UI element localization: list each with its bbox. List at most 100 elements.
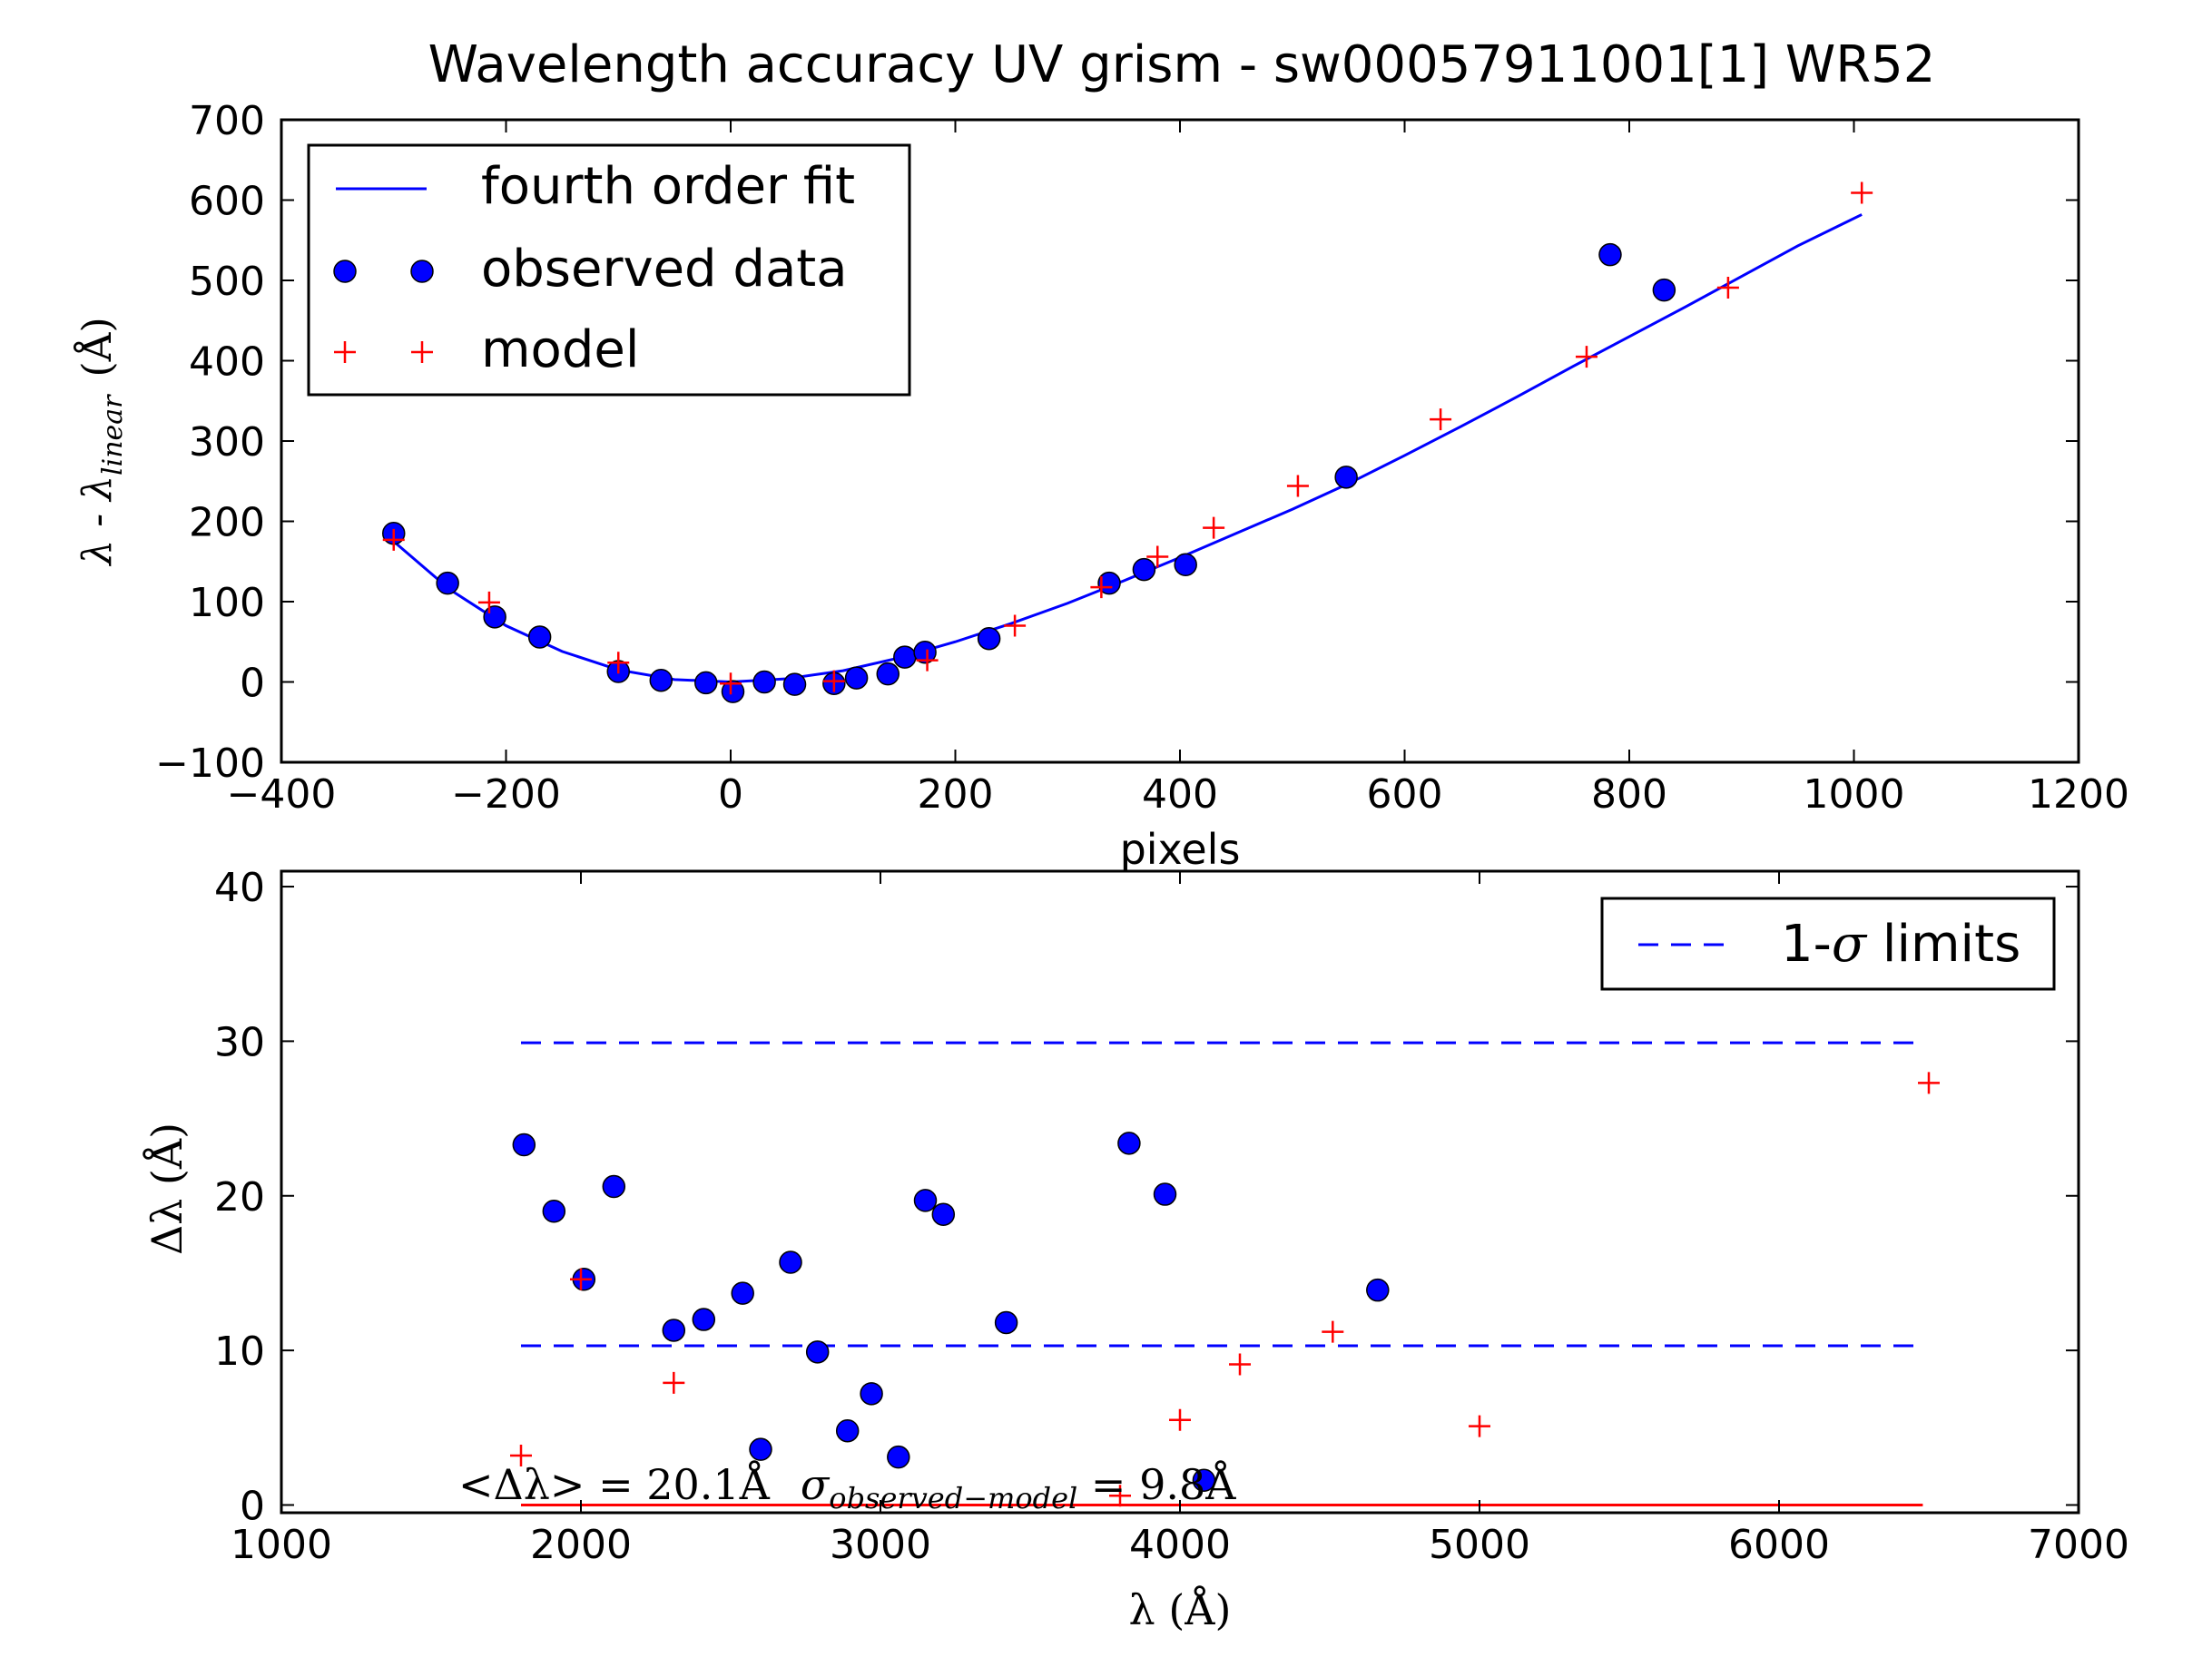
annotation-sigma-value: = 9.8Å — [1077, 1459, 1236, 1509]
top-model-point — [1430, 408, 1452, 431]
top-x-tick-label: 1000 — [1804, 771, 1905, 818]
bottom-model-point — [1469, 1415, 1490, 1437]
bottom-observed-point — [542, 1200, 566, 1223]
top-panel: −400 −200 0 200 400 600 800 1000 1200 −100 0 100 200… — [73, 98, 2129, 874]
bottom-observed-point — [662, 1319, 686, 1342]
bottom-observed-point — [731, 1281, 754, 1305]
bottom-observed-point — [1366, 1278, 1390, 1302]
bottom-x-tick-label: 1000 — [231, 1522, 332, 1568]
top-observed-point — [721, 680, 745, 703]
top-model-point — [1004, 614, 1027, 637]
statistics-annotation: <Δλ> = 20.1Å σobserved−model = 9.8Å — [458, 1459, 1236, 1515]
top-model-point — [1575, 346, 1598, 368]
bottom-observed-point — [860, 1382, 883, 1406]
legend-observed-swatch-2 — [410, 260, 434, 283]
legend-model-label: model — [481, 320, 639, 379]
top-observed-point — [1097, 571, 1121, 595]
legend-limits-suffix: limits — [1866, 915, 2020, 974]
top-observed-point — [1132, 557, 1156, 582]
top-model-point — [1203, 516, 1225, 539]
bottom-observed-point — [749, 1437, 772, 1461]
top-observed-point — [893, 645, 917, 669]
bottom-observed-point — [692, 1308, 716, 1331]
bottom-model-point — [663, 1371, 685, 1394]
bottom-observed-point — [887, 1445, 910, 1469]
top-y-tick-label: 300 — [189, 419, 265, 466]
annotation-sigma: σ — [801, 1460, 831, 1509]
bottom-observed-point — [779, 1250, 802, 1274]
top-model-point — [607, 652, 630, 674]
top-model-point — [1286, 475, 1309, 497]
top-observed-point — [1652, 278, 1676, 302]
bottom-x-tick-label: 7000 — [2028, 1522, 2129, 1568]
chart-title: Wavelength accuracy UV grism - sw0005791… — [428, 35, 1936, 94]
top-legend-box — [307, 143, 911, 397]
top-model-point — [1146, 545, 1169, 568]
legend-observed-swatch-1 — [333, 260, 357, 283]
legend-observed-label: observed data — [481, 240, 848, 299]
top-legend: fourth order fit observed data model — [307, 143, 911, 397]
top-y-tick-label: −100 — [155, 740, 265, 787]
bottom-legend: 1-σ limits — [1600, 897, 2056, 991]
legend-limits-sigma: σ — [1832, 915, 1868, 974]
top-observed-point — [913, 641, 937, 664]
bottom-x-tick-label: 6000 — [1728, 1522, 1830, 1568]
bottom-x-tick-label: 3000 — [830, 1522, 931, 1568]
bottom-model-point — [510, 1444, 532, 1466]
bottom-y-tick-label: 30 — [214, 1019, 265, 1065]
top-y-axis-label-main: λ - λ — [74, 476, 121, 567]
bottom-model-point — [1229, 1353, 1251, 1376]
bottom-plot-area — [510, 1041, 1940, 1507]
top-y-axis-label-unit: (Å) — [73, 317, 121, 377]
top-observed-point — [876, 662, 900, 686]
bottom-model-point — [1169, 1408, 1191, 1431]
bottom-observed-point — [994, 1310, 1018, 1335]
legend-limits-label: 1-σ limits — [1781, 915, 2020, 974]
top-y-tick-label: 200 — [189, 500, 265, 546]
bottom-y-tick-label: 10 — [214, 1329, 265, 1375]
top-observed-point — [752, 670, 776, 694]
bottom-y-tick-label: 20 — [214, 1174, 265, 1221]
top-plot-area — [382, 181, 1873, 703]
top-x-tick-label: −200 — [451, 771, 561, 818]
bottom-observed-point — [1192, 1468, 1216, 1492]
top-x-tick-label: 800 — [1591, 771, 1667, 818]
bottom-y-tick-label: 0 — [240, 1483, 265, 1529]
bottom-x-tick-label: 2000 — [530, 1522, 632, 1568]
bottom-observed-point — [931, 1202, 956, 1226]
bottom-panel: 1000 2000 3000 4000 5000 6000 7000 0 10 20 30 40 λ … — [142, 865, 2129, 1634]
top-observed-point — [782, 672, 807, 696]
top-ticks: −400 −200 0 200 400 600 800 1000 1200 −100 0 100 200… — [155, 98, 2129, 818]
top-model-point — [720, 672, 742, 695]
top-y-tick-label: 100 — [189, 580, 265, 626]
top-model-point — [1716, 276, 1739, 299]
top-y-tick-label: 0 — [240, 661, 265, 707]
bottom-model-point — [1918, 1072, 1940, 1094]
top-model-point — [1851, 181, 1873, 204]
top-model-point — [382, 528, 405, 551]
bottom-observed-point — [1117, 1132, 1141, 1155]
top-y-tick-label: 400 — [189, 339, 265, 386]
top-fourth-order-fit-line — [392, 213, 1863, 684]
top-y-tick-label: 600 — [189, 179, 265, 225]
top-x-tick-label: 1200 — [2028, 771, 2129, 818]
top-observed-point — [527, 625, 552, 649]
top-observed-point — [649, 668, 673, 692]
annotation-mean: <Δλ> = 20.1Å — [458, 1459, 771, 1509]
legend-fit-label: fourth order fit — [481, 157, 855, 216]
bottom-model-point — [570, 1268, 592, 1290]
top-observed-point — [694, 671, 718, 695]
top-model-point — [477, 591, 500, 613]
top-x-tick-label: 400 — [1142, 771, 1218, 818]
top-x-axis-label: pixels — [1120, 825, 1241, 874]
top-model-point — [1090, 576, 1113, 599]
top-observed-point — [436, 571, 459, 595]
bottom-y-tick-label: 40 — [214, 865, 265, 911]
top-x-tick-label: 200 — [918, 771, 994, 818]
bottom-x-tick-label: 5000 — [1429, 1522, 1530, 1568]
bottom-observed-point — [835, 1418, 860, 1443]
top-y-tick-label: 700 — [189, 98, 265, 144]
top-model-point — [916, 649, 939, 672]
bottom-model-point — [1109, 1485, 1131, 1507]
